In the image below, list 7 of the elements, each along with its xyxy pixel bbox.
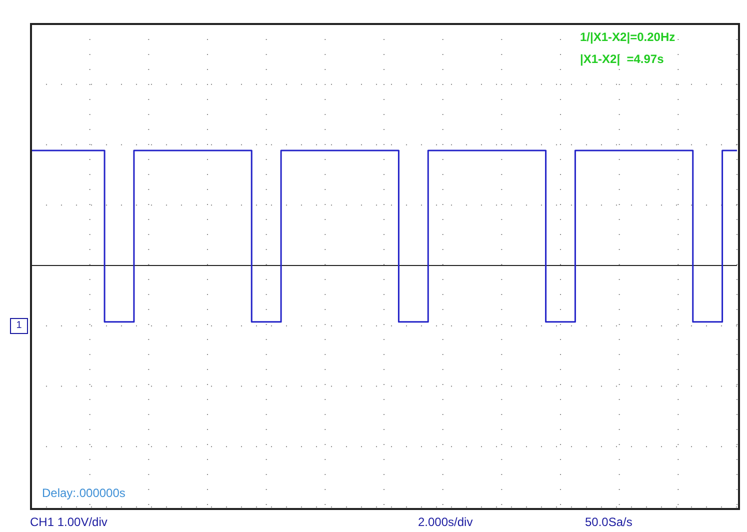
- text: 50.0Sa/s: [585, 515, 632, 529]
- text: 1/|X1-X2|=0.20Hz: [580, 30, 676, 44]
- text: CH1 1.00V/div: [30, 515, 108, 529]
- text: Delay:.000000s: [42, 486, 126, 500]
- text: |X1-X2| =4.97s: [580, 52, 664, 66]
- text: 2.000s/div: [418, 515, 473, 529]
- channel-marker-icon: 1: [10, 318, 28, 334]
